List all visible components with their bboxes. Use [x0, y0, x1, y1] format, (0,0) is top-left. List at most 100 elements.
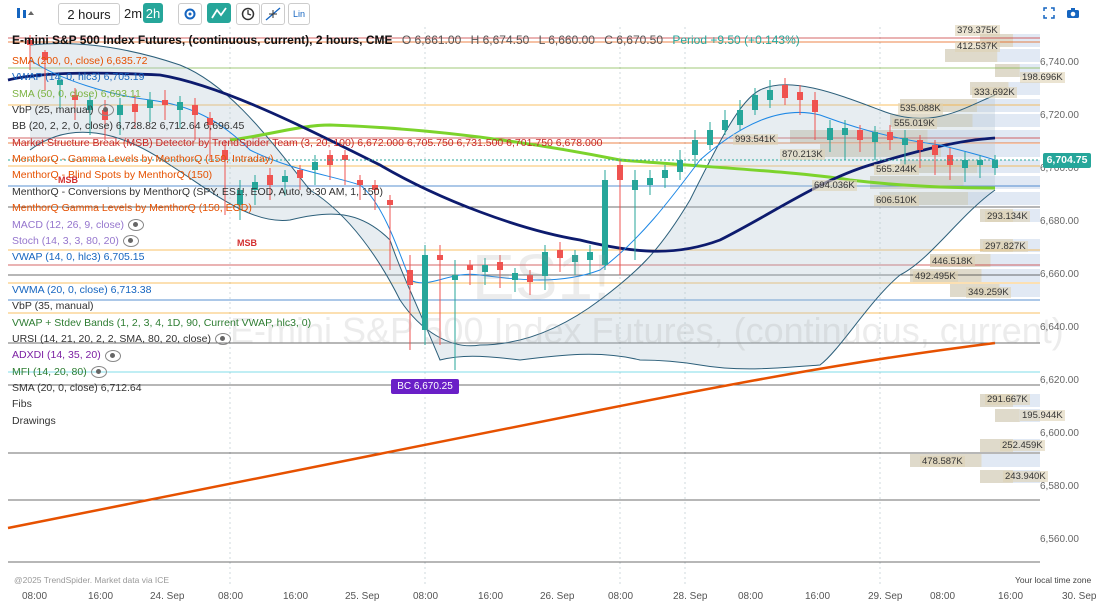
visibility-eye-icon[interactable]	[90, 365, 107, 378]
price-tick-label: 6,560.00	[1040, 534, 1079, 545]
time-tick-label: 08:00	[608, 591, 634, 602]
visibility-eye-icon[interactable]	[97, 104, 114, 117]
period-change: Period +9.50 (+0.143%)	[672, 33, 800, 47]
settings-gear-icon[interactable]	[178, 3, 202, 25]
time-tick-label: 16:00	[283, 591, 309, 602]
indicator-legend-item[interactable]: VbP (25, manual)	[12, 104, 114, 117]
lin-scale-button[interactable]: Lin	[288, 3, 310, 25]
clock-icon[interactable]	[236, 3, 260, 25]
indicator-legend-item[interactable]: Market Structure Break (MSB) Detector by…	[12, 136, 603, 149]
indicator-legend-item[interactable]: Drawings	[12, 414, 56, 427]
volume-profile-label: 606.510K	[874, 195, 919, 206]
indicator-legend-item[interactable]: SMA (50, 0, close) 6,693.11	[12, 87, 141, 100]
indicator-legend-item[interactable]: MenthorQ - Conversions by MenthorQ (SPY,…	[12, 185, 383, 198]
indicator-legend-item[interactable]: MFI (14, 20, 80)	[12, 366, 107, 379]
indicator-legend-item[interactable]: MACD (12, 26, 9, close)	[12, 218, 145, 232]
indicator-legend-item[interactable]: Stoch (14, 3, 3, 80, 20)	[12, 235, 139, 248]
watermark-name: E-mini S&P 500 Index Futures, (continuou…	[230, 310, 1064, 351]
msb-marker-2: MSB	[237, 238, 257, 248]
bc-badge[interactable]: BC 6,670.25	[391, 379, 459, 394]
time-tick-label: 28. Sep	[673, 591, 708, 602]
volume-profile-label: 379.375K	[955, 25, 1000, 36]
interval-2m-button[interactable]: 2m	[122, 3, 144, 23]
indicator-legend-item[interactable]: MenthorQ - Gamma Levels by MenthorQ (150…	[12, 153, 274, 166]
lin-label: Lin	[292, 9, 305, 19]
visibility-eye-icon[interactable]	[215, 333, 232, 346]
volume-profile-label: 297.827K	[983, 241, 1028, 252]
interval-label: 2 hours	[67, 6, 111, 22]
indicator-legend-item[interactable]: MenthorQ - Blind Spots by MenthorQ (150)	[12, 169, 213, 182]
vwma-line	[29, 59, 996, 284]
interval-2h-button[interactable]: 2h	[143, 3, 163, 23]
volume-profile-label: 993.541K	[733, 134, 778, 145]
volume-profile-label: 535.088K	[898, 103, 943, 114]
ohlc-open: O 6,661.00	[401, 33, 462, 47]
indicator-legend-item[interactable]: ADXDI (14, 35, 20)	[12, 349, 121, 362]
indicator-legend-item[interactable]: VWAP (14, 0, hlc3) 6,705.15	[12, 251, 145, 264]
volume-profile-label: 492.495K	[913, 271, 958, 282]
bollinger-upper-line	[29, 43, 996, 347]
volume-profile-label: 333.692K	[972, 87, 1017, 98]
time-tick-label: 25. Sep	[345, 591, 380, 602]
vwap-line	[7, 71, 996, 253]
top-toolbar: 2 hours 2m 2h Lin	[0, 0, 1100, 27]
volume-profile-label: 349.259K	[966, 287, 1011, 298]
indicator-legend-item[interactable]: SMA (200, 0, close) 6,635.72	[12, 55, 148, 67]
volume-profile-label: 555.019K	[892, 118, 937, 129]
volume-profile-label: 291.667K	[985, 394, 1030, 405]
camera-icon[interactable]	[1064, 3, 1082, 23]
visibility-eye-icon[interactable]	[104, 349, 121, 362]
indicator-legend-item[interactable]: VWAP + Stdev Bands (1, 2, 3, 4, 1D, 90, …	[12, 316, 312, 329]
level-lines	[8, 37, 1040, 563]
time-tick-label: 26. Sep	[540, 591, 575, 602]
time-tick-label: 16:00	[478, 591, 504, 602]
candle-type-icon[interactable]	[8, 3, 42, 23]
bollinger-band-fill	[30, 43, 995, 369]
price-tick-label: 6,740.00	[1040, 57, 1079, 68]
current-price-label: 6,704.75	[1043, 153, 1091, 168]
time-tick-label: 16:00	[88, 591, 114, 602]
time-tick-label: 08:00	[738, 591, 764, 602]
watermark-symbol: ES1!	[472, 241, 611, 313]
price-tick-label: 6,620.00	[1040, 375, 1079, 386]
indicator-legend-item[interactable]: MenthorQ Gamma Levels by MenthorQ (150, …	[12, 202, 252, 215]
price-tick-label: 6,600.00	[1040, 428, 1079, 439]
price-tick-label: 6,680.00	[1040, 216, 1079, 227]
time-tick-label: 16:00	[805, 591, 831, 602]
indicator-legend-item[interactable]: VWAP (14, 0, hlc3) 6,705.19	[12, 71, 145, 84]
crosshair-icon[interactable]	[261, 3, 285, 25]
indicator-legend-item[interactable]: BB (20, 2, 2, 0, close) 6,728.82 6,712.6…	[12, 120, 245, 133]
chart-title: E-mini S&P 500 Index Futures, (continuou…	[12, 33, 800, 47]
volume-profile-label: 446.518K	[930, 256, 975, 267]
fullscreen-icon[interactable]	[1040, 3, 1058, 23]
symbol-title: E-mini S&P 500 Index Futures, (continuou…	[12, 33, 393, 47]
ohlc-high: H 6,674.50	[470, 33, 530, 47]
time-tick-label: 08:00	[218, 591, 244, 602]
visibility-eye-icon[interactable]	[128, 218, 145, 231]
indicator-legend-item[interactable]: SMA (20, 0, close) 6,712.64	[12, 382, 142, 394]
price-tick-label: 6,720.00	[1040, 110, 1079, 121]
volume-profile-label: 870.213K	[780, 149, 825, 160]
time-tick-label: 08:00	[930, 591, 956, 602]
time-tick-label: 08:00	[413, 591, 439, 602]
price-tick-label: 6,700.00	[1040, 163, 1079, 174]
indicator-legend-item[interactable]: VWMA (20, 0, close) 6,713.38	[12, 283, 152, 296]
price-tick-label: 6,640.00	[1040, 322, 1079, 333]
bc-label: BC 6,670.25	[397, 381, 453, 392]
volume-profile-label: 243.940K	[1003, 471, 1048, 482]
indicator-legend-item[interactable]: VbP (35, manual)	[12, 300, 94, 313]
copyright: @2025 TrendSpider. Market data via ICE	[14, 575, 170, 585]
candlesticks[interactable]	[27, 35, 998, 370]
time-tick-label: 29. Sep	[868, 591, 903, 602]
msb-marker: MSB	[58, 175, 78, 185]
timezone-label: Your local time zone	[1015, 575, 1092, 585]
volume-profile-label: 694.036K	[812, 180, 857, 191]
indicator-legend-item[interactable]: Fibs	[12, 398, 32, 411]
time-tick-label: 30. Sep	[1062, 591, 1097, 602]
indicator-legend-item[interactable]: URSI (14, 21, 20, 2, 2, SMA, 80, 20, clo…	[12, 333, 232, 346]
price-tick-label: 6,580.00	[1040, 481, 1079, 492]
interval-dropdown[interactable]: 2 hours	[58, 3, 120, 25]
visibility-eye-icon[interactable]	[122, 235, 139, 248]
chart-mode-icon[interactable]	[207, 3, 231, 23]
bollinger-lower-line	[29, 131, 996, 370]
